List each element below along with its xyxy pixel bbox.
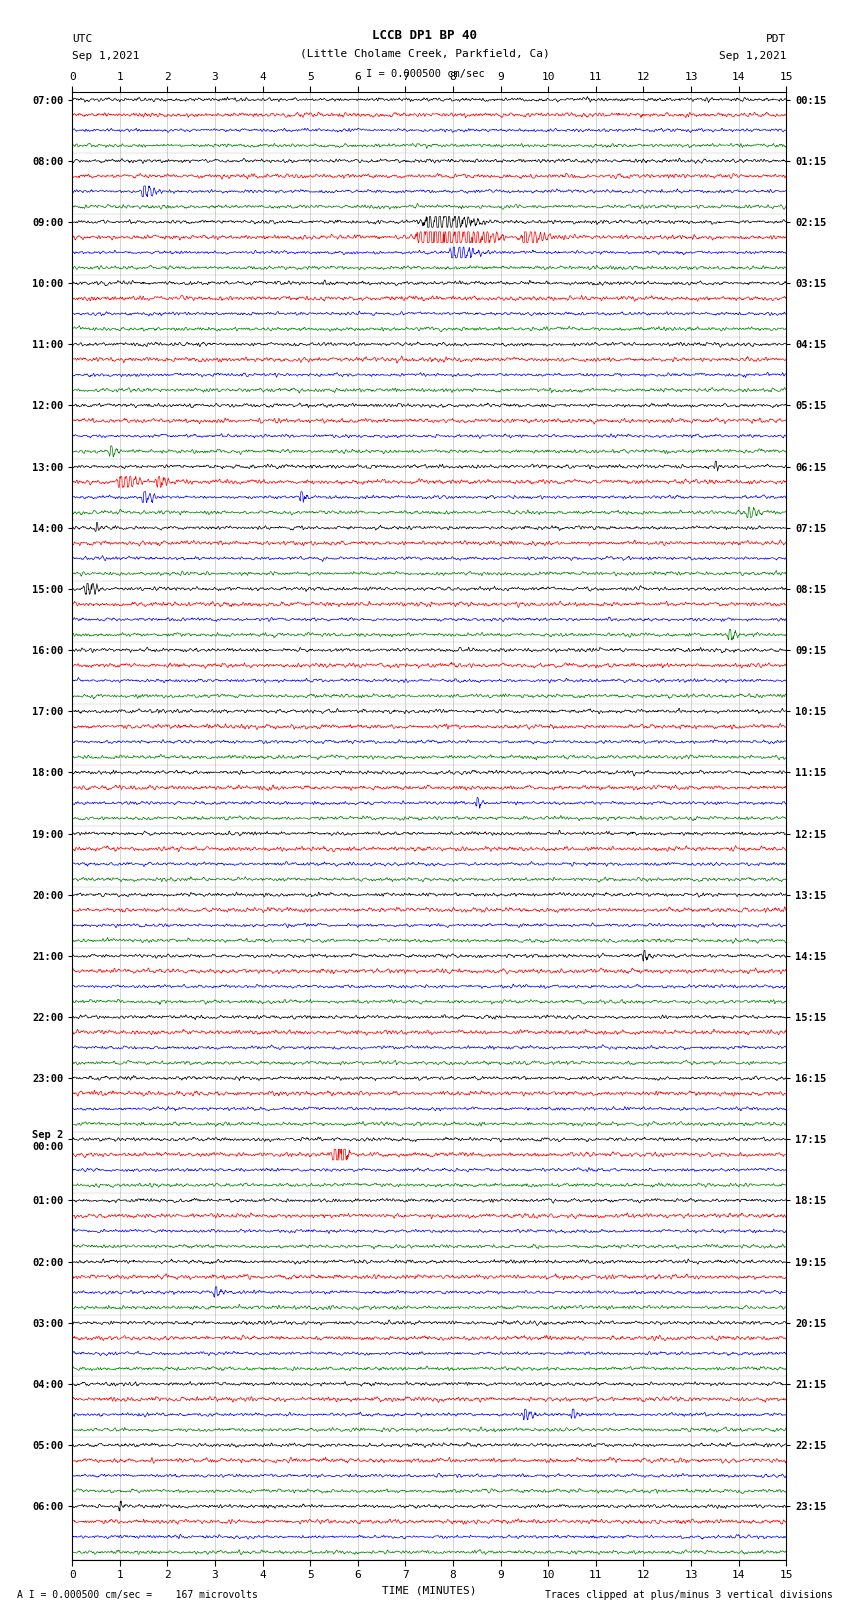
Text: I = 0.000500 cm/sec: I = 0.000500 cm/sec [366, 69, 484, 79]
Text: PDT: PDT [766, 34, 786, 44]
Text: UTC: UTC [72, 34, 93, 44]
Text: Traces clipped at plus/minus 3 vertical divisions: Traces clipped at plus/minus 3 vertical … [545, 1590, 833, 1600]
Text: Sep 1,2021: Sep 1,2021 [719, 52, 786, 61]
Text: LCCB DP1 BP 40: LCCB DP1 BP 40 [372, 29, 478, 42]
Text: A I = 0.000500 cm/sec =    167 microvolts: A I = 0.000500 cm/sec = 167 microvolts [17, 1590, 258, 1600]
X-axis label: TIME (MINUTES): TIME (MINUTES) [382, 1586, 477, 1595]
Text: Sep 1,2021: Sep 1,2021 [72, 52, 139, 61]
Text: (Little Cholame Creek, Parkfield, Ca): (Little Cholame Creek, Parkfield, Ca) [300, 48, 550, 58]
